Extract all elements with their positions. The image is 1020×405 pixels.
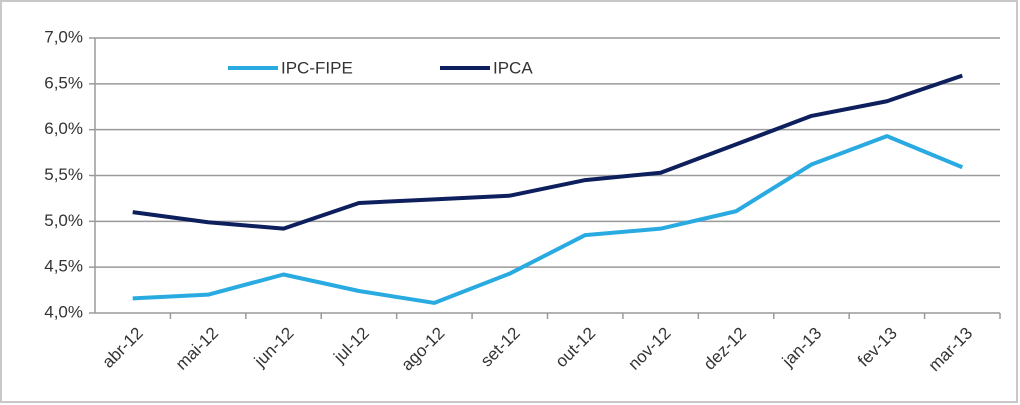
legend-label: IPC-FIPE — [281, 58, 353, 77]
series-line — [132, 134, 964, 305]
y-tick-label: 5,0% — [44, 211, 83, 230]
legend-label: IPCA — [493, 58, 533, 77]
y-tick-label: 7,0% — [44, 27, 83, 46]
y-tick-label: 4,0% — [44, 302, 83, 321]
y-tick-label: 5,5% — [44, 165, 83, 184]
y-tick-label: 6,5% — [44, 73, 83, 92]
y-tick-label: 4,5% — [44, 257, 83, 276]
series-line — [132, 73, 963, 231]
y-tick-label: 6,0% — [44, 119, 83, 138]
